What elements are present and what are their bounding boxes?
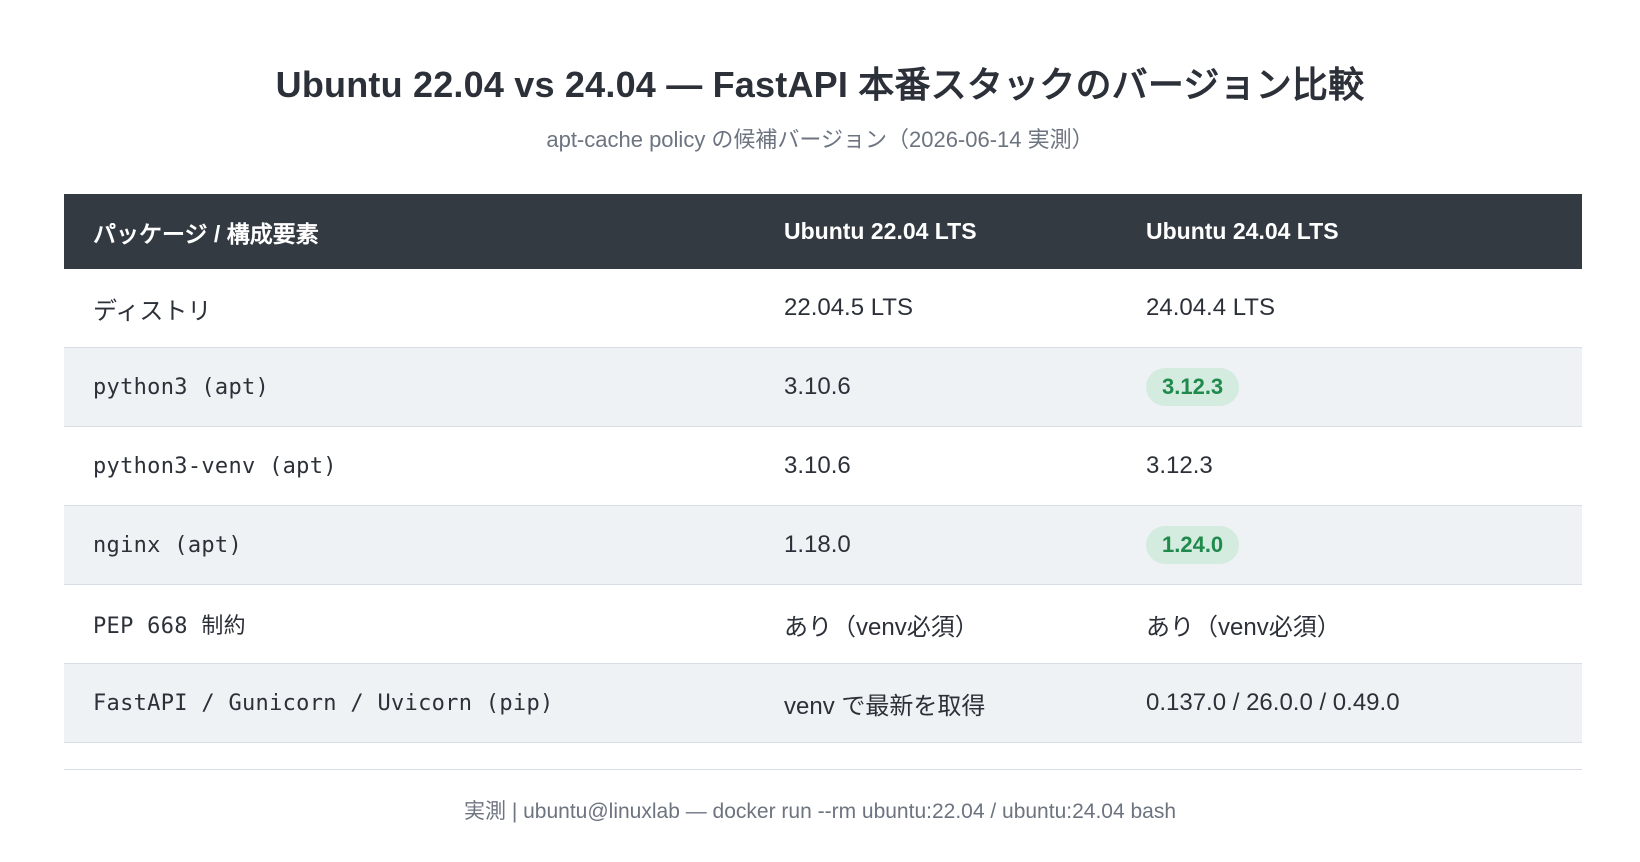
package-name: python3-venv (apt) — [93, 453, 337, 479]
column-header-package: パッケージ / 構成要素 — [93, 220, 319, 247]
version-2404: 24.04.4 LTS — [1146, 294, 1275, 321]
table-row: nginx (apt) 1.18.0 1.24.0 — [64, 506, 1582, 585]
package-name: nginx (apt) — [93, 532, 242, 558]
page-subtitle: apt-cache policy の候補バージョン（2026-06-14 実測） — [546, 127, 1094, 152]
version-2204: venv で最新を取得 — [784, 692, 986, 720]
table-row: FastAPI / Gunicorn / Uvicorn (pip) venv … — [64, 664, 1582, 743]
version-2204: 3.10.6 — [784, 452, 851, 479]
version-2204: あり（venv必須） — [784, 613, 979, 641]
column-header-ubuntu-2204: Ubuntu 22.04 LTS — [784, 218, 977, 244]
version-2404-cell: 3.12.3 — [1146, 368, 1582, 406]
package-name: ディストリ — [93, 297, 212, 325]
table-header: パッケージ / 構成要素 Ubuntu 22.04 LTS Ubuntu 24.… — [64, 194, 1582, 269]
table-row: PEP 668 制約 あり（venv必須） あり（venv必須） — [64, 585, 1582, 664]
footer-divider — [64, 769, 1582, 770]
version-2404: あり（venv必須） — [1146, 613, 1341, 641]
version-table: パッケージ / 構成要素 Ubuntu 22.04 LTS Ubuntu 24.… — [64, 194, 1582, 743]
version-2404: 3.12.3 — [1146, 452, 1213, 479]
version-2404-cell: 1.24.0 — [1146, 526, 1582, 564]
table-row: python3-venv (apt) 3.10.6 3.12.3 — [64, 427, 1582, 506]
version-2204: 22.04.5 LTS — [784, 294, 913, 321]
version-highlight-badge: 1.24.0 — [1146, 526, 1240, 564]
version-2204: 3.10.6 — [784, 373, 851, 400]
version-2204: 1.18.0 — [784, 531, 851, 558]
package-name: FastAPI / Gunicorn / Uvicorn (pip) — [93, 690, 554, 716]
version-highlight-badge: 3.12.3 — [1146, 368, 1240, 406]
version-2404: 0.137.0 / 26.0.0 / 0.49.0 — [1146, 689, 1400, 716]
table-row: ディストリ 22.04.5 LTS 24.04.4 LTS — [64, 269, 1582, 348]
table-row: python3 (apt) 3.10.6 3.12.3 — [64, 348, 1582, 427]
footer-note: 実測 | ubuntu@linuxlab — docker run --rm u… — [463, 800, 1177, 823]
column-header-ubuntu-2404: Ubuntu 24.04 LTS — [1146, 218, 1339, 244]
package-name: PEP 668 制約 — [93, 614, 246, 639]
package-name: python3 (apt) — [93, 374, 270, 400]
page-title: Ubuntu 22.04 vs 24.04 — FastAPI 本番スタックのバ… — [275, 64, 1365, 105]
